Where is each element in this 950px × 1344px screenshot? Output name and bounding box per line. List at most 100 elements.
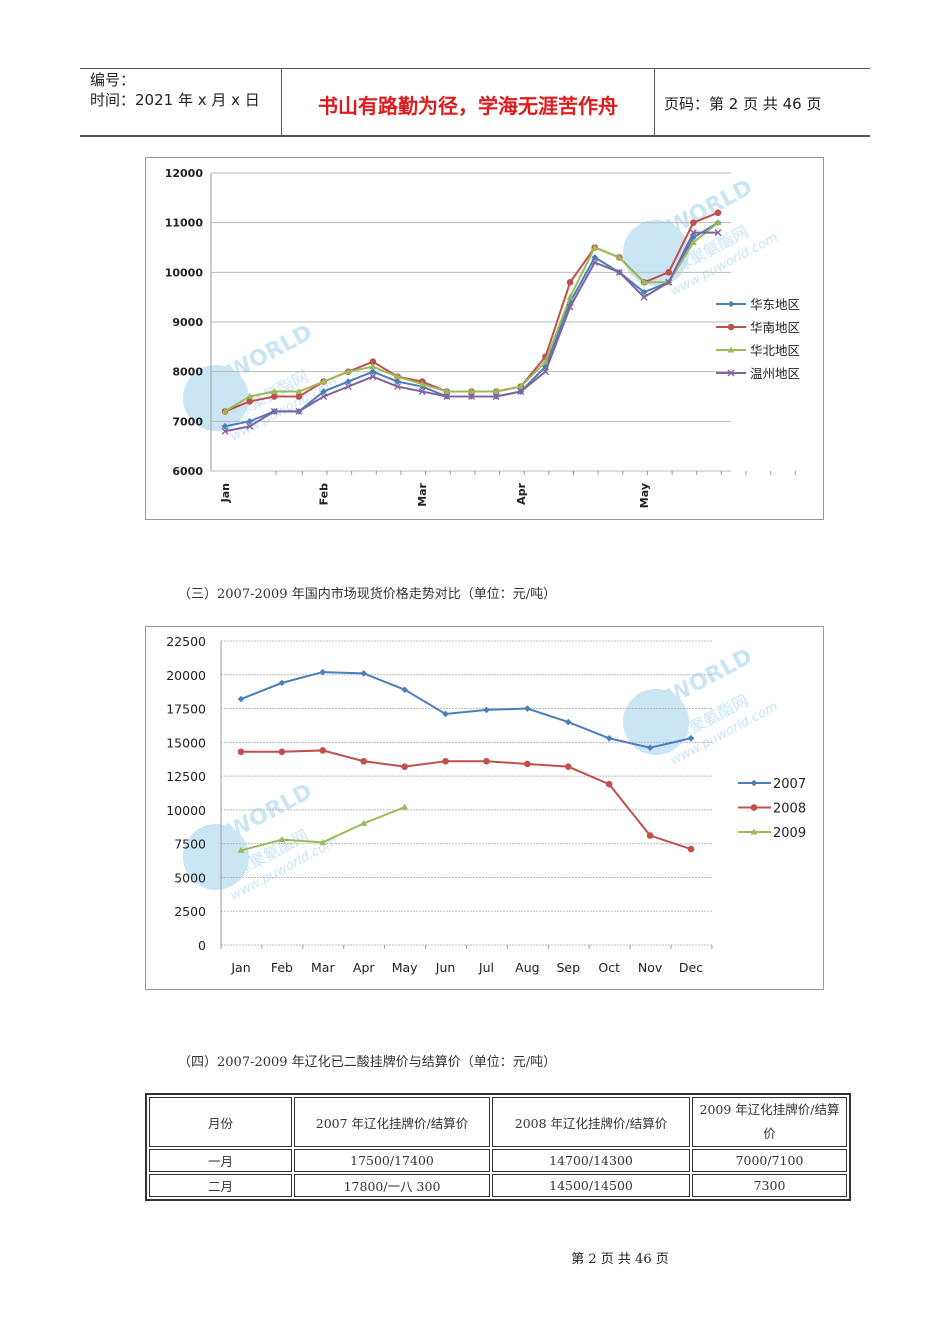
data-point: [727, 369, 735, 377]
data-point: [344, 383, 352, 391]
table-cell: 二月: [149, 1174, 292, 1197]
data-point: [369, 358, 377, 366]
data-point: [418, 388, 426, 396]
data-point: [665, 278, 673, 286]
data-point: [564, 718, 572, 726]
series-line: [241, 749, 692, 851]
watermark-logo-circle: [183, 824, 249, 890]
x-tick-label: Feb: [318, 483, 331, 506]
data-point: [640, 288, 648, 296]
y-tick-label: 22500: [166, 634, 206, 649]
y-tick-label: 5000: [174, 870, 206, 885]
data-point: [646, 832, 654, 839]
data-point: [320, 378, 328, 385]
table-cell: 7000/7100: [692, 1149, 847, 1172]
data-point: [750, 779, 758, 787]
x-tick-label: Jan: [219, 483, 232, 503]
data-point: [646, 744, 654, 752]
data-point: [278, 679, 286, 687]
y-tick-label: 8000: [172, 366, 203, 379]
x-tick-label: Jul: [478, 960, 494, 975]
data-point: [221, 423, 229, 430]
x-tick-label: Feb: [271, 960, 293, 975]
y-tick-label: 12000: [165, 167, 204, 180]
data-point: [714, 209, 722, 217]
page-footer: 第 2 页 共 46 页: [571, 1252, 669, 1267]
data-point: [344, 378, 352, 385]
data-point: [295, 393, 303, 400]
legend-label: 华东地区: [750, 297, 800, 312]
data-point: [615, 253, 623, 260]
data-point: [468, 393, 475, 400]
data-point: [541, 368, 549, 376]
data-point: [442, 710, 449, 718]
table-row: 二月 17800/一八 300 14500/14500 7300: [149, 1174, 847, 1197]
data-point: [360, 819, 368, 826]
table-header: 2009 年辽化挂牌价/结算价: [692, 1097, 847, 1147]
table-cell: 14500/14500: [492, 1174, 690, 1197]
data-point: [271, 393, 278, 400]
x-tick-label: May: [638, 483, 651, 508]
data-point: [591, 258, 599, 266]
table-header: 2008 年辽化挂牌价/结算价: [492, 1097, 690, 1147]
y-tick-label: 12500: [166, 769, 206, 784]
y-tick-label: 0: [198, 938, 206, 953]
data-point: [541, 358, 549, 365]
data-point: [344, 368, 352, 375]
data-point: [401, 803, 409, 810]
table-cell: 14700/14300: [492, 1149, 690, 1172]
data-point: [221, 427, 229, 435]
liaohua-price-table: 月份 2007 年辽化挂牌价/结算价 2008 年辽化挂牌价/结算价 2009 …: [145, 1093, 851, 1201]
x-tick-label: Apr: [353, 960, 375, 975]
section-4-caption: （四）2007-2009 年辽化已二酸挂牌价与结算价（单位：元/吨）: [178, 1055, 557, 1070]
data-point: [418, 380, 426, 387]
data-point: [320, 388, 327, 395]
page-number: 页码：第 2 页 共 46 页: [664, 95, 822, 113]
header-top-rule: [80, 68, 870, 69]
y-tick-label: 15000: [166, 735, 206, 750]
legend-label: 华南地区: [750, 320, 800, 335]
data-point: [566, 293, 574, 300]
data-point: [221, 407, 229, 414]
data-point: [687, 845, 695, 853]
data-point: [714, 229, 722, 237]
data-point: [483, 757, 490, 765]
data-point: [564, 763, 572, 770]
data-point: [369, 368, 377, 375]
data-point: [727, 323, 735, 331]
data-point: [246, 418, 253, 425]
table-header: 2007 年辽化挂牌价/结算价: [294, 1097, 490, 1147]
data-point: [320, 393, 328, 400]
data-point: [295, 388, 303, 395]
data-point: [237, 846, 245, 853]
data-point: [517, 388, 525, 396]
data-point: [237, 695, 245, 703]
table-header-row: 月份 2007 年辽化挂牌价/结算价 2008 年辽化挂牌价/结算价 2009 …: [149, 1097, 847, 1147]
x-tick-label: Jan: [230, 960, 250, 975]
y-tick-label: 7000: [172, 415, 203, 428]
data-point: [270, 388, 278, 395]
data-point: [319, 838, 327, 845]
data-point: [442, 757, 449, 765]
x-tick-label: Sep: [556, 960, 580, 975]
data-point: [687, 734, 695, 742]
data-point: [566, 278, 574, 286]
y-tick-label: 10000: [165, 266, 204, 279]
data-point: [714, 219, 722, 226]
table-row: 一月 17500/17400 14700/14300 7000/7100: [149, 1149, 847, 1172]
y-tick-label: 6000: [172, 465, 203, 478]
header-meta: 编号： 时间：2021 年 x 月 x 日: [90, 70, 260, 110]
data-point: [524, 760, 531, 768]
data-point: [615, 268, 623, 276]
data-point: [270, 407, 278, 415]
document-number: 编号：: [90, 71, 136, 89]
data-point: [566, 303, 574, 311]
legend-label: 2008: [773, 802, 806, 817]
x-tick-label: Dec: [679, 960, 703, 975]
legend-label: 温州地区: [750, 366, 800, 381]
section-3-caption: （三）2007-2009 年国内市场现货价格走势对比（单位：元/吨）: [178, 587, 557, 602]
document-time: 时间：2021 年 x 月 x 日: [90, 91, 260, 109]
yearly-price-chart: UWORLD 环球聚氨酯网 www.puworld.com UWORLD 环球聚氨酯网 w…: [145, 626, 824, 990]
series-line: [240, 671, 692, 749]
